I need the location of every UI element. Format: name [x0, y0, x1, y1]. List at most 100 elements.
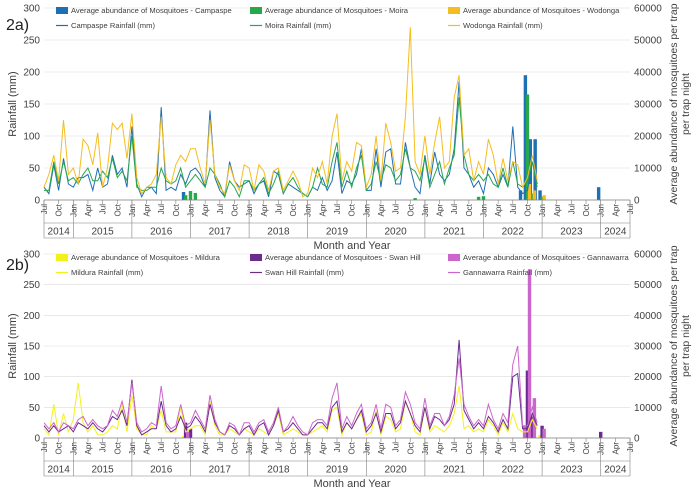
month-tick-label: Apr — [143, 442, 152, 455]
y-left-tick-label: 100 — [23, 372, 40, 383]
month-tick-label: Jan — [128, 442, 137, 455]
year-label: 2023 — [560, 227, 583, 238]
y-right-tick-label: 40000 — [634, 68, 662, 79]
year-label: 2024 — [604, 227, 627, 238]
legend-swatch-bar — [448, 7, 460, 14]
y-right-tick-label: 50000 — [634, 36, 662, 47]
y-left-tick-label: 0 — [34, 196, 40, 207]
y-left-tick-label: 200 — [23, 68, 40, 79]
month-tick-label: Apr — [436, 442, 445, 455]
y-right-axis-title-line: Average abundance of mosquitoes per trap — [668, 3, 680, 204]
year-label: 2014 — [48, 227, 71, 238]
y-left-tick-label: 50 — [29, 403, 41, 414]
month-tick-label: Jul — [567, 204, 576, 214]
legend-label: Gannawarra Rainfall (mm) — [463, 268, 553, 277]
month-tick-label: Apr — [436, 204, 445, 217]
year-label: 2022 — [502, 465, 525, 476]
y-left-tick-label: 150 — [23, 100, 40, 111]
month-tick-label: Apr — [201, 204, 210, 217]
line-campaspe — [43, 81, 538, 199]
month-tick-label: Apr — [494, 204, 503, 217]
bar-mildura — [181, 436, 186, 438]
bar-swanhill — [598, 431, 603, 438]
bar-campaspe — [538, 190, 542, 200]
month-tick-label: Apr — [611, 442, 620, 455]
month-tick-label: Jan — [187, 442, 196, 455]
month-tick-label: Apr — [553, 204, 562, 217]
month-tick-label: Oct — [289, 203, 298, 216]
month-tick-label: Jul — [509, 442, 518, 452]
month-tick-label: Jul — [333, 204, 342, 214]
bar-campaspe — [181, 192, 186, 200]
month-tick-label: Jul — [274, 442, 283, 452]
month-tick-label: Oct — [406, 441, 415, 454]
year-label: 2023 — [560, 465, 583, 476]
legend-label: Average abundance of Mosquitoes - Mildur… — [71, 253, 221, 262]
month-tick-label: Apr — [377, 442, 386, 455]
y-right-tick-label: 30000 — [634, 342, 662, 353]
y-left-tick-label: 100 — [23, 132, 40, 143]
month-tick-label: Jan — [362, 204, 371, 217]
year-label: 2015 — [91, 465, 114, 476]
month-tick-label: Jan — [538, 204, 547, 217]
y-left-axis-title: Rainfall (mm) — [7, 71, 19, 136]
month-tick-label: Oct — [55, 203, 64, 216]
month-tick-label: Oct — [465, 203, 474, 216]
x-axis-title: Month and Year — [313, 240, 390, 252]
legend-label: Average abundance of Mosquitoes - Campas… — [71, 6, 232, 15]
month-tick-label: Jul — [509, 204, 518, 214]
month-tick-label: Jul — [450, 204, 459, 214]
year-label: 2014 — [48, 465, 71, 476]
month-tick-label: Oct — [465, 441, 474, 454]
bar-wodonga — [542, 195, 546, 200]
month-tick-label: Apr — [377, 204, 386, 217]
month-tick-label: Apr — [611, 204, 620, 217]
month-tick-label: Jan — [480, 204, 489, 217]
month-tick-label: Jul — [157, 442, 166, 452]
y-left-tick-label: 150 — [23, 342, 40, 353]
month-tick-label: Oct — [348, 441, 357, 454]
legend-label: Average abundance of Mosquitoes - Wodong… — [463, 6, 620, 15]
year-label: 2015 — [91, 227, 114, 238]
month-tick-label: Jul — [216, 442, 225, 452]
month-tick-label: Jan — [421, 204, 430, 217]
month-tick-label: Jan — [245, 204, 254, 217]
month-tick-label: Jan — [304, 442, 313, 455]
legend-label: Swan Hill Rainfall (mm) — [265, 268, 344, 277]
year-label: 2022 — [502, 227, 525, 238]
chart-panel-2a: 0 50 100 150 200 250 300 0 10000 20000 30000 40000 5… — [6, 3, 692, 252]
year-label: 2021 — [443, 465, 466, 476]
bar-moira — [193, 192, 198, 200]
month-tick-label: Apr — [260, 442, 269, 455]
y-left-tick-label: 50 — [29, 164, 41, 175]
month-tick-label: Jul — [392, 204, 401, 214]
legend-swatch-bar — [448, 254, 460, 261]
y-right-axis-title-line: per trap night — [680, 315, 692, 377]
month-tick-label: Jan — [362, 442, 371, 455]
legend-label: Mildura Rainfall (mm) — [71, 268, 144, 277]
legend-swatch-bar — [250, 7, 262, 14]
year-label: 2020 — [384, 227, 407, 238]
month-tick-label: Oct — [172, 441, 181, 454]
year-label: 2017 — [209, 227, 232, 238]
month-tick-label: Jan — [597, 204, 606, 217]
month-tick-label: Oct — [113, 441, 122, 454]
y-right-tick-label: 0 — [634, 196, 640, 207]
month-tick-label: Jul — [40, 442, 49, 452]
month-tick-label: Jul — [626, 442, 635, 452]
bar-moira — [188, 191, 193, 200]
bar-wodonga — [527, 184, 532, 200]
month-tick-label: Jan — [480, 442, 489, 455]
month-tick-label: Jan — [69, 442, 78, 455]
bar-moira — [540, 196, 544, 200]
month-tick-label: Jul — [40, 204, 49, 214]
month-tick-label: Jul — [626, 204, 635, 214]
month-tick-label: Jan — [128, 204, 137, 217]
bar-swanhill — [530, 416, 535, 438]
bar-moira — [476, 196, 481, 200]
month-tick-label: Oct — [523, 203, 532, 216]
month-tick-label: Jan — [69, 204, 78, 217]
month-tick-label: Oct — [348, 203, 357, 216]
y-left-tick-label: 250 — [23, 280, 40, 291]
y-right-tick-label: 40000 — [634, 311, 662, 322]
